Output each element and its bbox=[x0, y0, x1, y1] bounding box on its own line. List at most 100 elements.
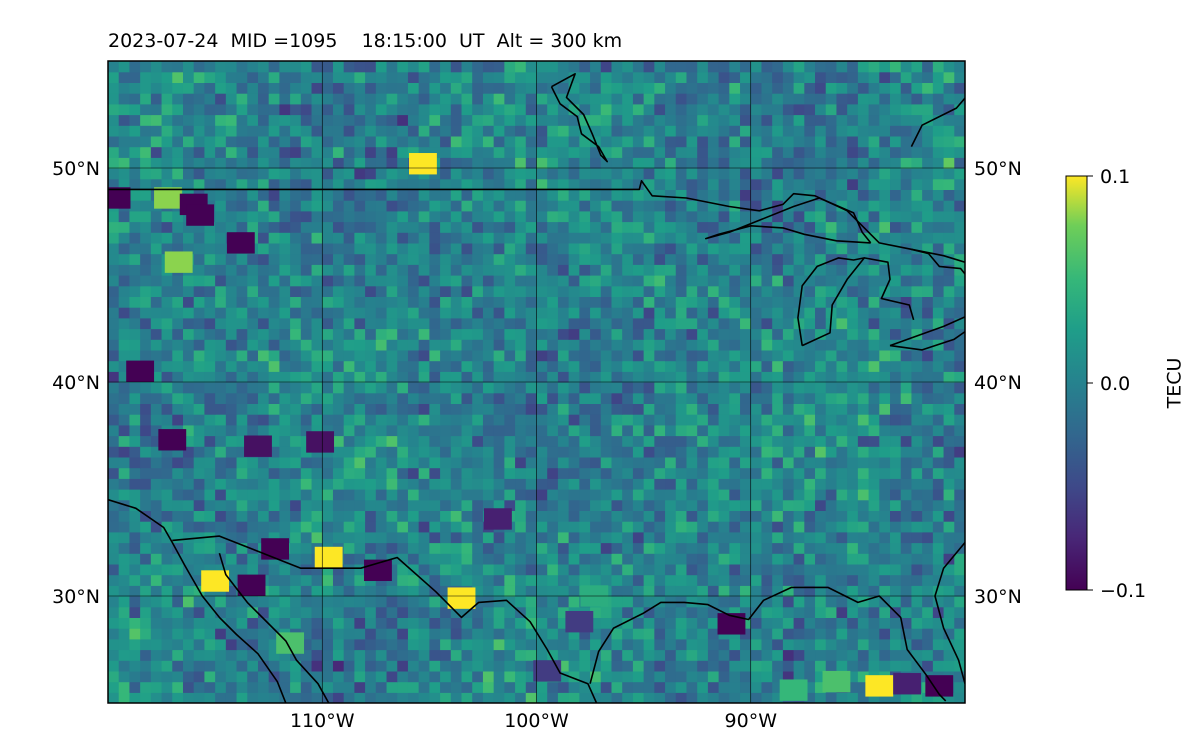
tec-cell bbox=[782, 264, 795, 276]
tec-cell bbox=[343, 596, 355, 608]
tec-cell bbox=[836, 275, 848, 287]
tec-cell bbox=[804, 392, 816, 404]
tec-cell bbox=[868, 221, 880, 233]
tec-cell bbox=[632, 531, 645, 544]
tec-cell bbox=[632, 232, 645, 244]
tec-cell bbox=[707, 296, 720, 308]
tec-cell bbox=[268, 82, 280, 94]
tec-cell bbox=[590, 210, 602, 223]
tec-cell bbox=[118, 242, 131, 255]
tec-cell bbox=[665, 339, 677, 351]
tec-cell bbox=[868, 467, 880, 479]
tec-cell bbox=[825, 446, 838, 458]
tec-cell bbox=[204, 242, 216, 255]
tec-cell bbox=[611, 638, 623, 651]
tec-cell bbox=[804, 103, 816, 116]
tec-cell bbox=[193, 264, 206, 276]
tec-cell bbox=[847, 467, 859, 479]
tec-cell bbox=[643, 617, 655, 629]
tec-cell bbox=[536, 542, 548, 554]
tec-cell bbox=[279, 456, 291, 469]
tec-cell bbox=[247, 606, 259, 618]
tec-cell bbox=[547, 456, 559, 469]
tec-cell bbox=[268, 382, 280, 394]
tec-cell bbox=[632, 210, 645, 223]
tec-cell bbox=[150, 253, 163, 265]
tec-cell bbox=[654, 574, 666, 586]
tec-cell bbox=[536, 93, 548, 105]
tec-cell bbox=[215, 638, 227, 651]
tec-cell bbox=[643, 157, 655, 169]
tec-cell bbox=[857, 478, 870, 490]
tec-cell bbox=[322, 349, 334, 362]
tec-cell bbox=[622, 349, 634, 362]
tec-cell bbox=[193, 596, 206, 608]
tec-cell bbox=[590, 114, 602, 126]
tec-cell bbox=[268, 446, 280, 458]
tec-cell bbox=[761, 617, 773, 629]
tec-cell bbox=[557, 93, 570, 105]
tec-cell bbox=[782, 307, 795, 319]
tec-cell bbox=[172, 168, 184, 180]
tec-cell bbox=[718, 61, 730, 73]
tec-cell bbox=[665, 103, 677, 116]
tec-cell bbox=[247, 339, 259, 351]
tec-cell bbox=[129, 585, 141, 597]
tec-cell bbox=[525, 681, 538, 693]
tec-cell bbox=[440, 339, 452, 351]
tec-cell bbox=[515, 403, 527, 415]
tec-cell bbox=[536, 307, 548, 319]
tec-cell bbox=[407, 510, 420, 522]
tec-cell bbox=[140, 349, 152, 362]
tec-cell bbox=[568, 681, 580, 693]
tec-cell bbox=[825, 242, 838, 255]
tec-cell bbox=[525, 489, 538, 501]
tec-cell bbox=[365, 339, 377, 351]
tec-cell bbox=[429, 392, 441, 404]
tec-cell bbox=[654, 328, 666, 340]
tec-cell bbox=[140, 692, 152, 703]
tec-cell bbox=[343, 617, 355, 629]
tec-cell bbox=[847, 339, 859, 351]
tec-cell bbox=[257, 328, 270, 340]
tec-cell bbox=[215, 71, 227, 83]
tec-cell bbox=[482, 638, 495, 651]
tec-cell bbox=[118, 275, 131, 287]
tec-cell bbox=[407, 585, 420, 597]
tec-cell bbox=[322, 317, 334, 330]
tec-cell bbox=[643, 125, 655, 137]
tec-cell bbox=[857, 553, 870, 565]
tec-cell bbox=[868, 103, 880, 116]
tec-cell bbox=[204, 232, 216, 244]
tec-cell bbox=[193, 628, 206, 640]
tec-cell bbox=[418, 328, 430, 340]
tec-cell bbox=[172, 403, 184, 415]
tec-cell bbox=[568, 210, 580, 223]
tec-cell bbox=[332, 135, 345, 148]
tec-cell bbox=[836, 563, 848, 576]
tec-cell bbox=[129, 499, 141, 511]
tec-cell bbox=[632, 93, 645, 105]
tec-cell bbox=[954, 264, 965, 276]
tec-cell bbox=[857, 446, 870, 458]
tec-cell bbox=[686, 296, 698, 308]
tec-cell bbox=[525, 542, 538, 554]
tec-cell bbox=[129, 285, 141, 297]
tec-cell bbox=[740, 553, 752, 565]
tec-cell bbox=[322, 628, 334, 640]
tec-cell bbox=[472, 489, 484, 501]
tec-cell bbox=[332, 168, 345, 180]
tec-cell bbox=[472, 596, 484, 608]
tec-cell bbox=[932, 221, 945, 233]
tec-cell bbox=[836, 499, 848, 511]
tec-cell bbox=[675, 232, 688, 244]
tec-cell bbox=[311, 189, 323, 201]
tec-cell bbox=[418, 392, 430, 404]
tec-cell bbox=[815, 135, 827, 148]
tec-cell bbox=[900, 478, 913, 490]
tec-cell bbox=[504, 489, 516, 501]
tec-cell bbox=[590, 296, 602, 308]
tec-cell bbox=[365, 307, 377, 319]
tec-cell bbox=[654, 660, 666, 672]
tec-cell bbox=[632, 349, 645, 362]
